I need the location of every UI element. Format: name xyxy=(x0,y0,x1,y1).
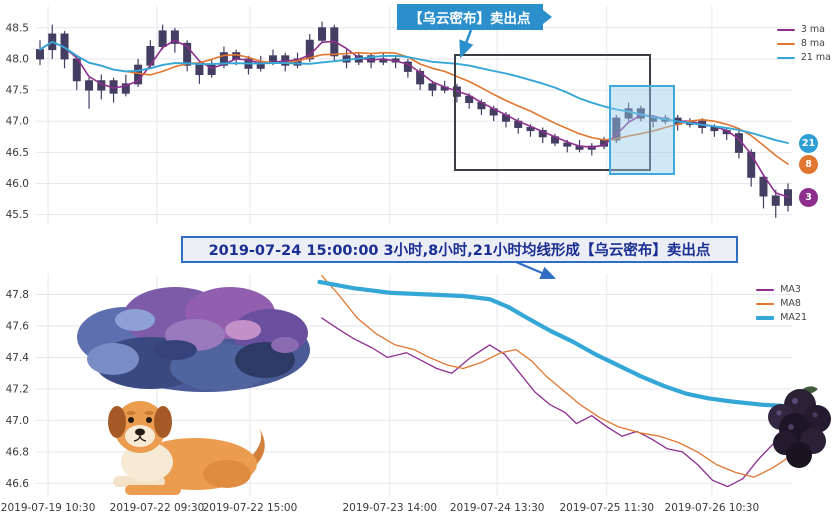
svg-text:47.0: 47.0 xyxy=(6,116,29,128)
annotation-arrow-icon xyxy=(515,260,557,280)
signal-annotation: 2019-07-24 15:00:00 3小时,8小时,21小时均线形成【乌云密… xyxy=(181,236,738,263)
svg-text:2019-07-24 13:30: 2019-07-24 13:30 xyxy=(450,502,545,514)
legend-label: 3 ma xyxy=(800,24,825,35)
svg-text:48.5: 48.5 xyxy=(6,22,29,34)
ma21-endpoint-badge: 21 xyxy=(799,133,818,153)
legend-item-ma21[interactable]: MA21 xyxy=(756,312,807,323)
legend-item-3ma[interactable]: 3 ma xyxy=(776,24,831,35)
svg-text:2019-07-23 14:00: 2019-07-23 14:00 xyxy=(342,502,437,514)
svg-text:47.2: 47.2 xyxy=(6,383,29,395)
legend-label: MA8 xyxy=(780,298,801,309)
svg-text:47.4: 47.4 xyxy=(6,352,30,364)
legend-item-21ma[interactable]: 21 ma xyxy=(776,52,831,63)
svg-text:47.5: 47.5 xyxy=(6,85,29,97)
ma-line-chart: 2019-07-19 10:30 2019-07-22 09:302019-07-… xyxy=(1,274,831,514)
legend-item-ma8[interactable]: MA8 xyxy=(756,298,807,309)
sell-point-callout: 【乌云密布】卖出点 xyxy=(397,4,551,30)
line-swatch xyxy=(776,56,795,59)
svg-text:48.0: 48.0 xyxy=(6,53,29,65)
svg-text:47.8: 47.8 xyxy=(6,289,29,301)
svg-text:46.6: 46.6 xyxy=(6,478,30,490)
bottom-legend: MA3 MA8 MA21 xyxy=(756,284,807,323)
line-swatch xyxy=(756,288,775,291)
svg-text:47.6: 47.6 xyxy=(6,320,30,332)
legend-label: MA3 xyxy=(780,284,801,295)
candlestick-chart: 48.5 48.0 47.5 47.0 46.5 46.0 45.5 xyxy=(6,6,792,224)
svg-text:2019-07-22 15:00: 2019-07-22 15:00 xyxy=(203,502,298,514)
ma8-endpoint-badge: 8 xyxy=(799,154,818,174)
legend-label: MA21 xyxy=(780,312,807,323)
line-swatch xyxy=(756,315,775,320)
svg-text:47.0: 47.0 xyxy=(6,415,29,427)
svg-text:46.5: 46.5 xyxy=(6,147,29,159)
storm-cloud-illustration xyxy=(768,386,831,468)
top-legend: 3 ma 8 ma 21 ma xyxy=(776,24,831,63)
svg-text:2019-07-22 09:30: 2019-07-22 09:30 xyxy=(110,502,205,514)
svg-text:2019-07-26 10:30: 2019-07-26 10:30 xyxy=(665,502,760,514)
line-swatch xyxy=(756,302,775,305)
ma3-endpoint-badge: 3 xyxy=(799,187,818,207)
svg-text:2019-07-19 10:30: 2019-07-19 10:30 xyxy=(1,502,96,514)
svg-text:46.0: 46.0 xyxy=(6,178,29,190)
dog-illustration xyxy=(108,401,265,495)
line-swatch xyxy=(776,28,795,31)
cloud-illustration xyxy=(77,287,310,392)
line-swatch xyxy=(776,42,795,45)
legend-item-ma3[interactable]: MA3 xyxy=(756,284,807,295)
legend-item-8ma[interactable]: 8 ma xyxy=(776,38,831,49)
svg-text:2019-07-25 11:30: 2019-07-25 11:30 xyxy=(559,502,654,514)
legend-label: 8 ma xyxy=(800,38,825,49)
svg-text:46.8: 46.8 xyxy=(6,446,29,458)
svg-text:45.5: 45.5 xyxy=(6,209,29,221)
legend-label: 21 ma xyxy=(800,52,831,63)
